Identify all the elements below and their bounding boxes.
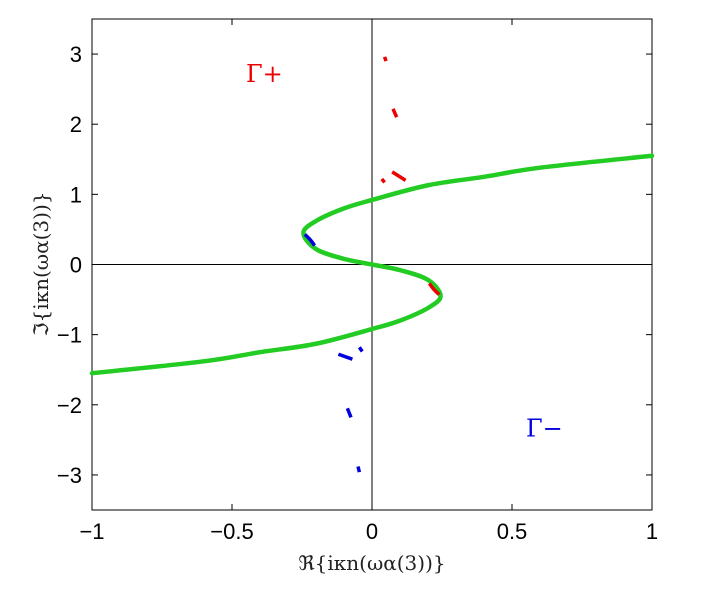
y-tick-label: 0 <box>70 253 82 278</box>
x-axis-title: ℜ{iκn(ωα(3))} <box>298 551 445 575</box>
series-5-line <box>391 170 407 182</box>
series-3-line <box>382 56 388 62</box>
series-4-line <box>391 108 399 118</box>
series-1-line <box>303 233 317 247</box>
series-2-line <box>427 282 441 296</box>
y-tick-label: −3 <box>57 463 82 488</box>
series-9-line <box>345 407 353 419</box>
y-tick-label: −2 <box>57 393 82 418</box>
annotation-label: Γ− <box>526 414 563 442</box>
y-tick-label: 2 <box>70 112 82 137</box>
tick-marks <box>91 19 653 510</box>
x-tick-label: 0 <box>366 519 378 544</box>
y-tick-label: −1 <box>57 323 82 348</box>
x-tick-label: −1 <box>79 519 104 544</box>
y-tick-label: 3 <box>70 42 82 67</box>
x-tick-label: 0.5 <box>497 519 528 544</box>
series-6-line <box>380 177 386 184</box>
y-axis-title: ℑ{iκn(ωα(3))} <box>29 192 53 337</box>
plot-area <box>89 18 655 511</box>
series-7-line <box>337 352 353 361</box>
x-tick-labels: −1 −0.5 0 0.5 1 <box>79 519 658 544</box>
annotations: Γ+ Γ− <box>246 60 563 442</box>
series-0-line <box>89 153 655 376</box>
x-tick-label: 1 <box>646 519 658 544</box>
series-10-line <box>356 466 362 473</box>
y-tick-labels: 3 2 1 0 −1 −2 −3 <box>57 42 82 488</box>
annotation-label: Γ+ <box>246 60 283 88</box>
x-tick-label: −0.5 <box>210 519 253 544</box>
y-tick-label: 1 <box>70 182 82 207</box>
series-8-line <box>357 346 364 353</box>
